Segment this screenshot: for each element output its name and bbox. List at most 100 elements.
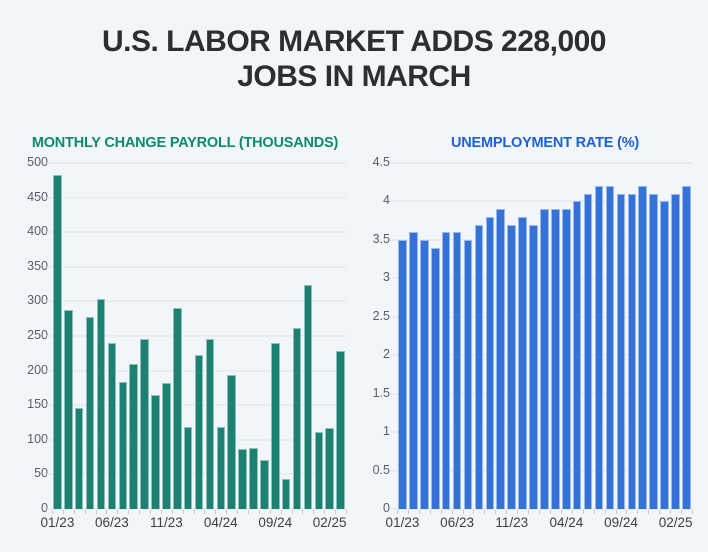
- x-tick-mark: [346, 510, 347, 514]
- payroll-y-axis: 0 50 100 150 200 250 300 350 400 450 500: [14, 155, 48, 515]
- x-tick-mark: [637, 510, 639, 514]
- bar-12/23: [518, 216, 527, 509]
- x-tick-mark: [117, 510, 119, 514]
- bar-09/23: [485, 216, 495, 509]
- x-tick-mark: [128, 510, 130, 514]
- bar-06/23: [452, 232, 462, 509]
- x-tick-mark: [302, 510, 304, 514]
- x-tick-mark: [593, 510, 595, 514]
- bar-03/24: [551, 209, 560, 509]
- x-tick-label-01/23: 01/23: [40, 515, 75, 530]
- x-tick-mark: [215, 510, 217, 514]
- y-tick-label: 100: [27, 431, 48, 446]
- bar-05/24: [227, 375, 236, 509]
- bar-05/23: [441, 232, 451, 509]
- x-tick-mark: [571, 510, 573, 514]
- unemployment-chart-title: UNEMPLOYMENT RATE (%): [450, 135, 640, 151]
- y-tick-label: 150: [27, 397, 48, 412]
- bar-07/24: [594, 186, 604, 509]
- payroll-x-axis: 01/23 06/23 11/23 04/24 09/24 02/25: [41, 515, 347, 535]
- x-tick-mark: [484, 510, 486, 514]
- y-tick-label: 500: [27, 155, 48, 169]
- x-tick-mark: [692, 510, 693, 514]
- bar-04/24: [562, 209, 571, 509]
- x-tick-mark: [462, 510, 464, 514]
- bar-03/25: [336, 351, 345, 509]
- gridline-300: [45, 300, 346, 302]
- bar-10/24: [627, 193, 637, 509]
- x-tick-mark: [193, 510, 195, 514]
- x-tick-mark: [280, 510, 282, 514]
- gridline-450: [45, 197, 346, 199]
- gridline-350: [45, 266, 346, 268]
- bar-10/23: [496, 209, 506, 509]
- x-tick-mark: [473, 510, 475, 514]
- bar-02/25: [671, 193, 680, 509]
- bar-series: [52, 163, 346, 509]
- bar-08/24: [260, 459, 269, 509]
- y-tick-label: 200: [27, 362, 48, 377]
- bar-09/24: [616, 193, 626, 509]
- x-tick-mark: [139, 510, 141, 514]
- y-tick-label: 1: [383, 424, 390, 439]
- bar-06/23: [107, 342, 117, 509]
- page-title-line-1: U.S. LABOR MARKET ADDS 228,000: [102, 25, 607, 58]
- x-tick-mark: [106, 510, 108, 514]
- bar-03/24: [205, 338, 215, 509]
- bar-12/23: [172, 308, 182, 509]
- bar-08/24: [605, 186, 615, 509]
- y-tick-label: 0.5: [372, 462, 390, 477]
- bar-11/23: [162, 383, 171, 509]
- x-tick-mark: [681, 510, 683, 514]
- x-tick-label-11/23: 11/23: [495, 515, 529, 530]
- x-tick-mark: [269, 510, 271, 514]
- bar-02/25: [325, 428, 334, 509]
- bar-08/23: [474, 224, 484, 509]
- x-tick-mark: [604, 510, 606, 514]
- bar-12/24: [649, 193, 658, 509]
- x-tick-mark: [429, 510, 431, 514]
- bar-02/24: [194, 355, 204, 509]
- bar-04/23: [430, 247, 440, 509]
- gridline-500: [45, 162, 346, 164]
- x-tick-mark: [204, 510, 206, 514]
- y-tick-label: 350: [27, 258, 48, 273]
- bar-01/25: [314, 432, 324, 509]
- x-tick-mark: [248, 510, 249, 514]
- gridline-4.5: [390, 162, 692, 164]
- bar-03/25: [682, 186, 691, 509]
- x-tick-mark: [659, 510, 661, 514]
- bar-03/23: [74, 407, 84, 509]
- x-tick-mark: [539, 510, 541, 514]
- y-tick-label: 2: [383, 347, 390, 362]
- x-tick-mark: [324, 510, 326, 514]
- gridline-400: [45, 231, 346, 233]
- x-tick-mark: [160, 510, 162, 514]
- gridline-250: [45, 335, 346, 337]
- bar-09/23: [140, 338, 149, 509]
- x-tick-mark: [171, 510, 173, 514]
- x-tick-mark: [626, 510, 628, 514]
- x-tick-mark: [52, 510, 53, 514]
- x-tick-label-09/24: 09/24: [604, 515, 638, 530]
- y-tick-label: 0: [14, 501, 48, 516]
- gridline-0: [390, 508, 692, 510]
- gridline-4: [390, 200, 692, 202]
- x-tick-label-04/24: 04/24: [549, 515, 584, 530]
- bar-01/25: [660, 201, 669, 509]
- bar-10/24: [281, 478, 291, 509]
- x-tick-mark: [226, 510, 228, 514]
- unemployment-y-axis: 0 0.5 1 1.5 2 2.5 3 3.5 4 4.5: [352, 155, 390, 515]
- bar-12/24: [303, 285, 313, 509]
- bar-series: [397, 163, 692, 509]
- bar-07/24: [249, 448, 258, 509]
- x-tick-mark: [648, 510, 650, 514]
- x-tick-mark: [335, 510, 337, 514]
- x-tick-mark: [517, 510, 519, 514]
- y-tick-label: 450: [27, 189, 48, 204]
- y-tick-label: 300: [27, 293, 48, 308]
- y-tick-label: 4: [383, 193, 390, 208]
- bar-01/23: [398, 239, 407, 509]
- bar-11/23: [507, 224, 516, 509]
